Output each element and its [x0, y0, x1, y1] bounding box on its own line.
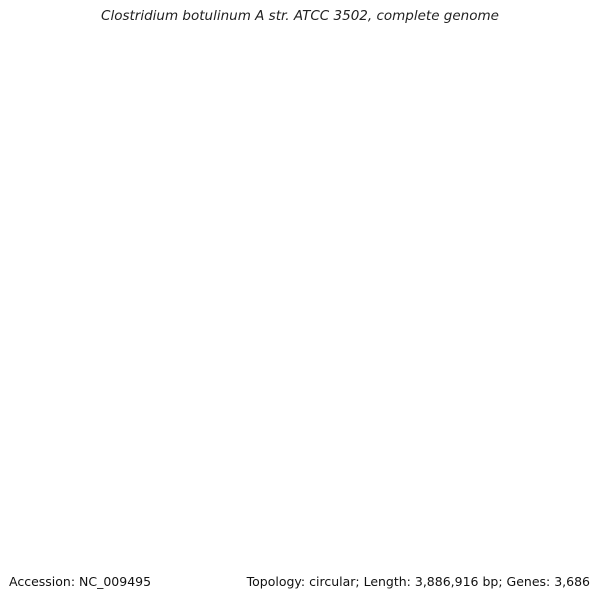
genome-backbone-highlight: [0, 0, 600, 12]
genes-layer: [0, 0, 600, 65]
accession-label: Accession: NC_009495: [9, 574, 152, 589]
tick-rings: [0, 0, 600, 110]
genome-backbone: [0, 0, 600, 13]
map-title: Clostridium botulinum A str. ATCC 3502, …: [101, 8, 499, 24]
backbone-layer: [0, 0, 600, 13]
genome-summary: Topology: circular; Length: 3,886,916 bp…: [246, 574, 590, 589]
